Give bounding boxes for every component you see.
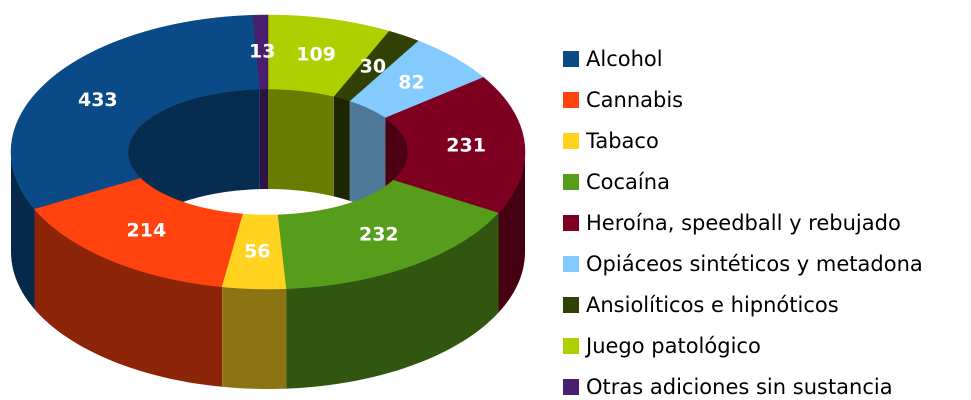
labels: 433 214 56 232 231 82 30 109 13: [78, 41, 486, 263]
value-label: 56: [244, 240, 270, 262]
slice-outer-side: [286, 212, 499, 389]
legend: Alcohol Cannabis Tabaco Cocaína Heroína, spe…: [563, 47, 923, 399]
value-label: 30: [360, 56, 386, 78]
legend-swatch: [563, 174, 579, 190]
legend-label: Cannabis: [586, 88, 683, 112]
value-label: 214: [127, 220, 167, 242]
slice-outer-side: [34, 209, 223, 387]
value-label: 232: [359, 223, 399, 245]
slice-inner-side: [268, 89, 334, 197]
legend-label: Otras adiciones sin sustancia: [586, 375, 893, 399]
faces: [10, 14, 526, 290]
slice: [384, 76, 526, 213]
legend-label: Heroína, speedball y rebujado: [586, 211, 901, 235]
value-label: 82: [398, 71, 424, 93]
legend-label: Alcohol: [586, 47, 663, 71]
slice-outer-side: [222, 286, 287, 389]
slice: [252, 14, 269, 90]
legend-label: Opiáceos sintéticos y metadona: [586, 252, 923, 276]
slice-inner-side: [349, 100, 386, 218]
slice: [333, 30, 419, 102]
slice: [267, 14, 390, 97]
walls: [11, 89, 525, 389]
legend-swatch: [563, 379, 579, 395]
legend-label: Cocaína: [586, 170, 670, 194]
slice: [349, 40, 484, 118]
legend-swatch: [563, 92, 579, 108]
legend-swatch: [563, 338, 579, 354]
value-label: 231: [446, 134, 486, 156]
slice-outer-side: [498, 152, 525, 313]
slice: [277, 179, 500, 289]
legend-label: Juego patológico: [584, 334, 761, 358]
slice-inner-side: [333, 96, 350, 201]
slice-outer-side: [11, 152, 35, 310]
slice: [221, 213, 287, 290]
legend-swatch: [563, 297, 579, 313]
slice: [34, 178, 244, 288]
legend-swatch: [563, 133, 579, 149]
value-label: 433: [78, 89, 118, 111]
value-label: 109: [296, 43, 336, 65]
legend-label: Tabaco: [585, 129, 659, 153]
legend-label: Ansiolíticos e hipnóticos: [586, 293, 839, 317]
legend-swatch: [563, 215, 579, 231]
legend-swatch: [563, 256, 579, 272]
legend-swatch: [563, 51, 579, 67]
value-label: 13: [249, 41, 275, 63]
slice-inner-side: [259, 89, 268, 190]
